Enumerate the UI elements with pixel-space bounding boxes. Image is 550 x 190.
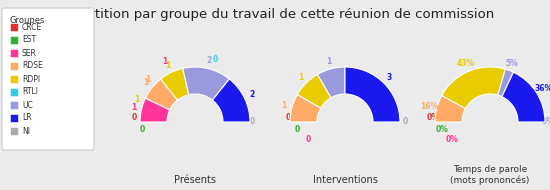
Text: EST: EST bbox=[22, 36, 36, 44]
FancyBboxPatch shape bbox=[2, 8, 94, 150]
Text: CRCE: CRCE bbox=[22, 22, 42, 32]
Text: LR: LR bbox=[22, 113, 32, 123]
Text: 1: 1 bbox=[298, 73, 303, 82]
Bar bbox=[10, 62, 18, 70]
Wedge shape bbox=[183, 67, 229, 100]
Text: Présents: Présents bbox=[174, 175, 216, 185]
Text: Interventions: Interventions bbox=[312, 175, 377, 185]
Bar bbox=[10, 36, 18, 44]
Wedge shape bbox=[317, 67, 345, 98]
Text: RDSE: RDSE bbox=[22, 62, 43, 70]
Wedge shape bbox=[212, 79, 250, 122]
Wedge shape bbox=[345, 67, 400, 122]
Text: 0: 0 bbox=[294, 126, 300, 135]
Text: RTLI: RTLI bbox=[22, 88, 38, 97]
Text: 0: 0 bbox=[305, 135, 311, 145]
Text: 0: 0 bbox=[139, 126, 145, 135]
Text: 3: 3 bbox=[387, 73, 392, 82]
Wedge shape bbox=[435, 96, 465, 122]
Bar bbox=[10, 75, 18, 83]
Text: 0%: 0% bbox=[427, 112, 439, 121]
Text: Temps de parole
(mots prononcés): Temps de parole (mots prononcés) bbox=[450, 165, 530, 185]
Text: 0%: 0% bbox=[446, 135, 459, 145]
Text: 0%: 0% bbox=[519, 90, 531, 100]
Text: 1: 1 bbox=[162, 58, 168, 66]
Text: SER: SER bbox=[22, 48, 37, 58]
Text: 16%: 16% bbox=[420, 102, 438, 111]
Text: 1: 1 bbox=[131, 104, 136, 112]
Text: 0: 0 bbox=[403, 117, 408, 127]
Text: 2: 2 bbox=[249, 90, 255, 99]
Wedge shape bbox=[140, 98, 170, 122]
Text: NI: NI bbox=[22, 127, 30, 135]
Wedge shape bbox=[290, 94, 321, 122]
Text: 2: 2 bbox=[206, 56, 212, 65]
Wedge shape bbox=[161, 68, 189, 100]
Text: 1: 1 bbox=[145, 75, 151, 85]
Wedge shape bbox=[502, 72, 545, 122]
Text: 0: 0 bbox=[249, 117, 255, 127]
Text: 36%: 36% bbox=[534, 84, 550, 93]
Text: 0%: 0% bbox=[542, 117, 550, 127]
Wedge shape bbox=[442, 67, 505, 108]
Text: 0%: 0% bbox=[436, 126, 448, 135]
Text: 0: 0 bbox=[285, 112, 290, 121]
Wedge shape bbox=[145, 79, 178, 110]
Wedge shape bbox=[298, 74, 331, 108]
Text: 1: 1 bbox=[282, 101, 287, 110]
Text: Répartition par groupe du travail de cette réunion de commission: Répartition par groupe du travail de cet… bbox=[56, 8, 494, 21]
Text: Groupes: Groupes bbox=[10, 16, 45, 25]
Text: RDPI: RDPI bbox=[22, 74, 40, 83]
Bar bbox=[10, 114, 18, 122]
Text: 1: 1 bbox=[165, 61, 170, 70]
Text: 0: 0 bbox=[131, 112, 136, 121]
Bar bbox=[10, 23, 18, 31]
Text: 1: 1 bbox=[134, 96, 140, 105]
Text: 1: 1 bbox=[143, 78, 148, 87]
Text: 0: 0 bbox=[212, 55, 218, 64]
Wedge shape bbox=[498, 69, 513, 97]
Bar bbox=[10, 127, 18, 135]
Bar bbox=[10, 88, 18, 96]
Text: UC: UC bbox=[22, 101, 33, 109]
Text: 43%: 43% bbox=[457, 59, 475, 68]
Text: 5%: 5% bbox=[506, 59, 519, 68]
Bar bbox=[10, 49, 18, 57]
Text: 1: 1 bbox=[326, 57, 331, 66]
Bar bbox=[10, 101, 18, 109]
